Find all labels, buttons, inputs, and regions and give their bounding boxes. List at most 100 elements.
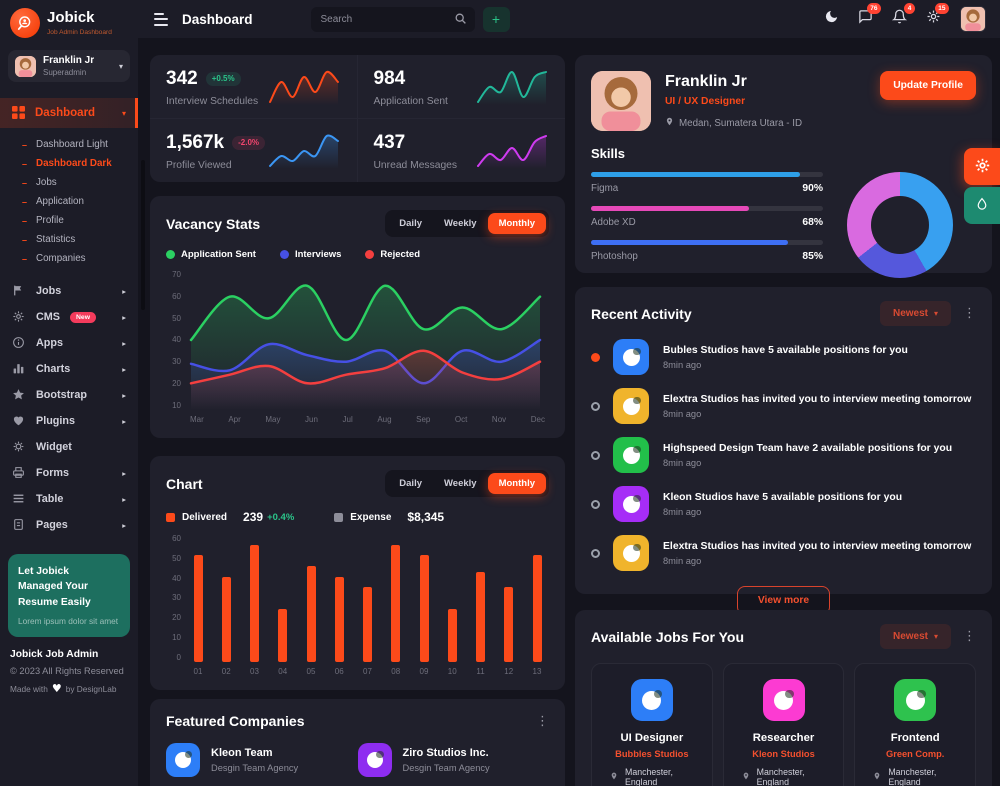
sidebar-item-dashboard[interactable]: Dashboard ▾ [0,98,138,128]
y-tick: 30 [172,593,181,603]
sidebar-item-charts[interactable]: Charts ▸ [0,356,138,382]
activity-item[interactable]: Bubles Studios have 5 available position… [591,339,976,375]
vacancy-stats-panel: Vacancy Stats Daily Weekly Monthly Appli… [150,196,565,438]
chart-line [268,71,339,104]
bar-slot [275,534,291,662]
activity-item[interactable]: Highspeed Design Team have 2 available p… [591,437,976,473]
x-tick: May [265,415,281,424]
bar-slot [190,534,206,662]
sidebar-item-bootstrap[interactable]: Bootstrap ▸ [0,382,138,408]
chevron-right-icon: ▸ [122,468,126,478]
sidebar-subitem-application[interactable]: – Application [22,196,84,207]
sidebar-scrollbar[interactable] [141,160,145,310]
footer-title: Jobick Job Admin [10,649,99,661]
kebab-menu-icon[interactable]: ⋮ [963,629,976,644]
kebab-menu-icon[interactable]: ⋮ [963,306,976,321]
x-tick: 13 [532,667,542,676]
kebab-menu-icon[interactable]: ⋮ [536,713,549,729]
range-daily-button[interactable]: Daily [388,473,433,494]
footer-credit: Made with ♥ by DesignLab [10,682,117,696]
sidebar-subitem-jobs[interactable]: – Jobs [22,177,57,188]
star-icon [12,388,26,402]
activity-item[interactable]: Elextra Studios has invited you to inter… [591,388,976,424]
x-tick: 01 [193,667,203,676]
new-badge: New [70,311,96,323]
job-card-frontend[interactable]: Frontend Green Comp. Manchester, England… [854,663,977,786]
promo-banner[interactable]: Let Jobick Managed Your Resume Easily Lo… [8,554,130,638]
sidebar-user-card[interactable]: Franklin Jr Superadmin ▾ [8,50,130,82]
x-tick: 02 [221,667,231,676]
y-tick: 60 [172,534,181,543]
activity-item[interactable]: Kleon Studios have 5 available positions… [591,486,976,522]
notifications-button[interactable]: 4 [891,3,915,29]
sparkline-chart [268,134,339,170]
job-company-icon [630,679,673,721]
range-monthly-button[interactable]: Monthly [487,213,546,234]
chevron-right-icon: ▸ [122,390,126,400]
sidebar-item-widget[interactable]: Widget [0,434,138,460]
activity-item[interactable]: Elextra Studios has invited you to inter… [591,535,976,571]
job-card-ui-designer[interactable]: UI Designer Bubbles Studios Manchester, … [591,663,713,786]
sidebar-item-apps[interactable]: Apps ▸ [0,330,138,356]
sidebar-subitem-statistics[interactable]: – Statistics [22,234,76,245]
sidebar-item-plugins[interactable]: Plugins ▸ [0,408,138,434]
newest-filter-dropdown[interactable]: Newest ▾ [879,624,951,649]
job-company-icon [894,679,937,721]
sidebar-item-jobs[interactable]: Jobs ▸ [0,278,138,304]
gear-icon [974,157,991,177]
gear-icon [926,9,941,29]
x-tick: Aug [377,415,392,424]
hamburger-menu-icon[interactable] [152,9,170,30]
sidebar-subitem-dashboard-dark[interactable]: – Dashboard Dark [22,158,112,169]
sidebar-item-cms[interactable]: CMS New ▸ [0,304,138,330]
bar [193,555,203,662]
x-tick: 10 [447,667,457,676]
legend-dot [279,250,289,259]
stat-label: Unread Messages [373,159,458,171]
stat-label: Interview Schedules [166,95,259,107]
color-scheme-fab[interactable] [964,187,1000,224]
user-role: Superadmin [43,68,87,77]
footer-copyright: © 2023 All Rights Reserved [10,666,124,677]
user-avatar [15,55,36,77]
range-weekly-button[interactable]: Weekly [433,473,488,494]
bar [306,566,316,662]
location-pin-icon [665,116,674,130]
chart-line [268,134,339,168]
messages-button[interactable]: 76 [858,3,881,29]
stat-interview-schedules: 342 +0.5% Interview Schedules [150,55,358,119]
update-profile-button[interactable]: Update Profile [880,71,976,100]
sidebar-subitem-dashboard-light[interactable]: – Dashboard Light [22,139,108,150]
user-name: Franklin Jr [43,55,95,66]
sidebar-item-pages[interactable]: Pages ▸ [0,512,138,538]
grid-icon [12,106,26,120]
stat-label: Application Sent [373,95,448,107]
skill-figma: Figma 90% [591,172,823,194]
company-logo-icon [166,743,200,777]
logo[interactable]: Jobick Job Admin Dashboard [0,0,138,44]
sidebar-subitem-companies[interactable]: – Companies [22,253,86,264]
theme-settings-fab[interactable] [964,148,1000,185]
sidebar-item-table[interactable]: Table ▸ [0,486,138,512]
range-monthly-button[interactable]: Monthly [487,473,546,494]
panel-title: Vacancy Stats [166,215,261,232]
dark-mode-toggle[interactable] [824,9,839,29]
range-daily-button[interactable]: Daily [388,213,433,234]
company-item[interactable]: Kleon Team Desgin Team Agency [166,743,358,777]
search-input[interactable] [310,6,475,32]
topbar-avatar[interactable] [960,6,986,32]
sidebar-subitem-profile[interactable]: – Profile [22,215,64,226]
newest-filter-dropdown[interactable]: Newest ▾ [879,301,951,326]
company-item[interactable]: Ziro Studios Inc. Desgin Team Agency [357,743,550,777]
stat-application-sent: 984 Application Sent [357,55,565,119]
sidebar-item-forms[interactable]: Forms ▸ [0,460,138,486]
add-button[interactable]: + [482,6,510,32]
profile-card: Franklin Jr UI / UX Designer Medan, Suma… [575,55,992,278]
chart-line [189,349,542,385]
range-weekly-button[interactable]: Weekly [433,213,488,234]
activity-company-icon [613,437,649,473]
settings-button[interactable]: 15 [926,3,949,29]
chart-legend: Delivered 239 +0.4% Expense $8,345 [166,510,549,524]
bar-slot [303,534,319,662]
job-card-researcher[interactable]: Researcher Kleon Studios Manchester, Eng… [722,663,845,786]
